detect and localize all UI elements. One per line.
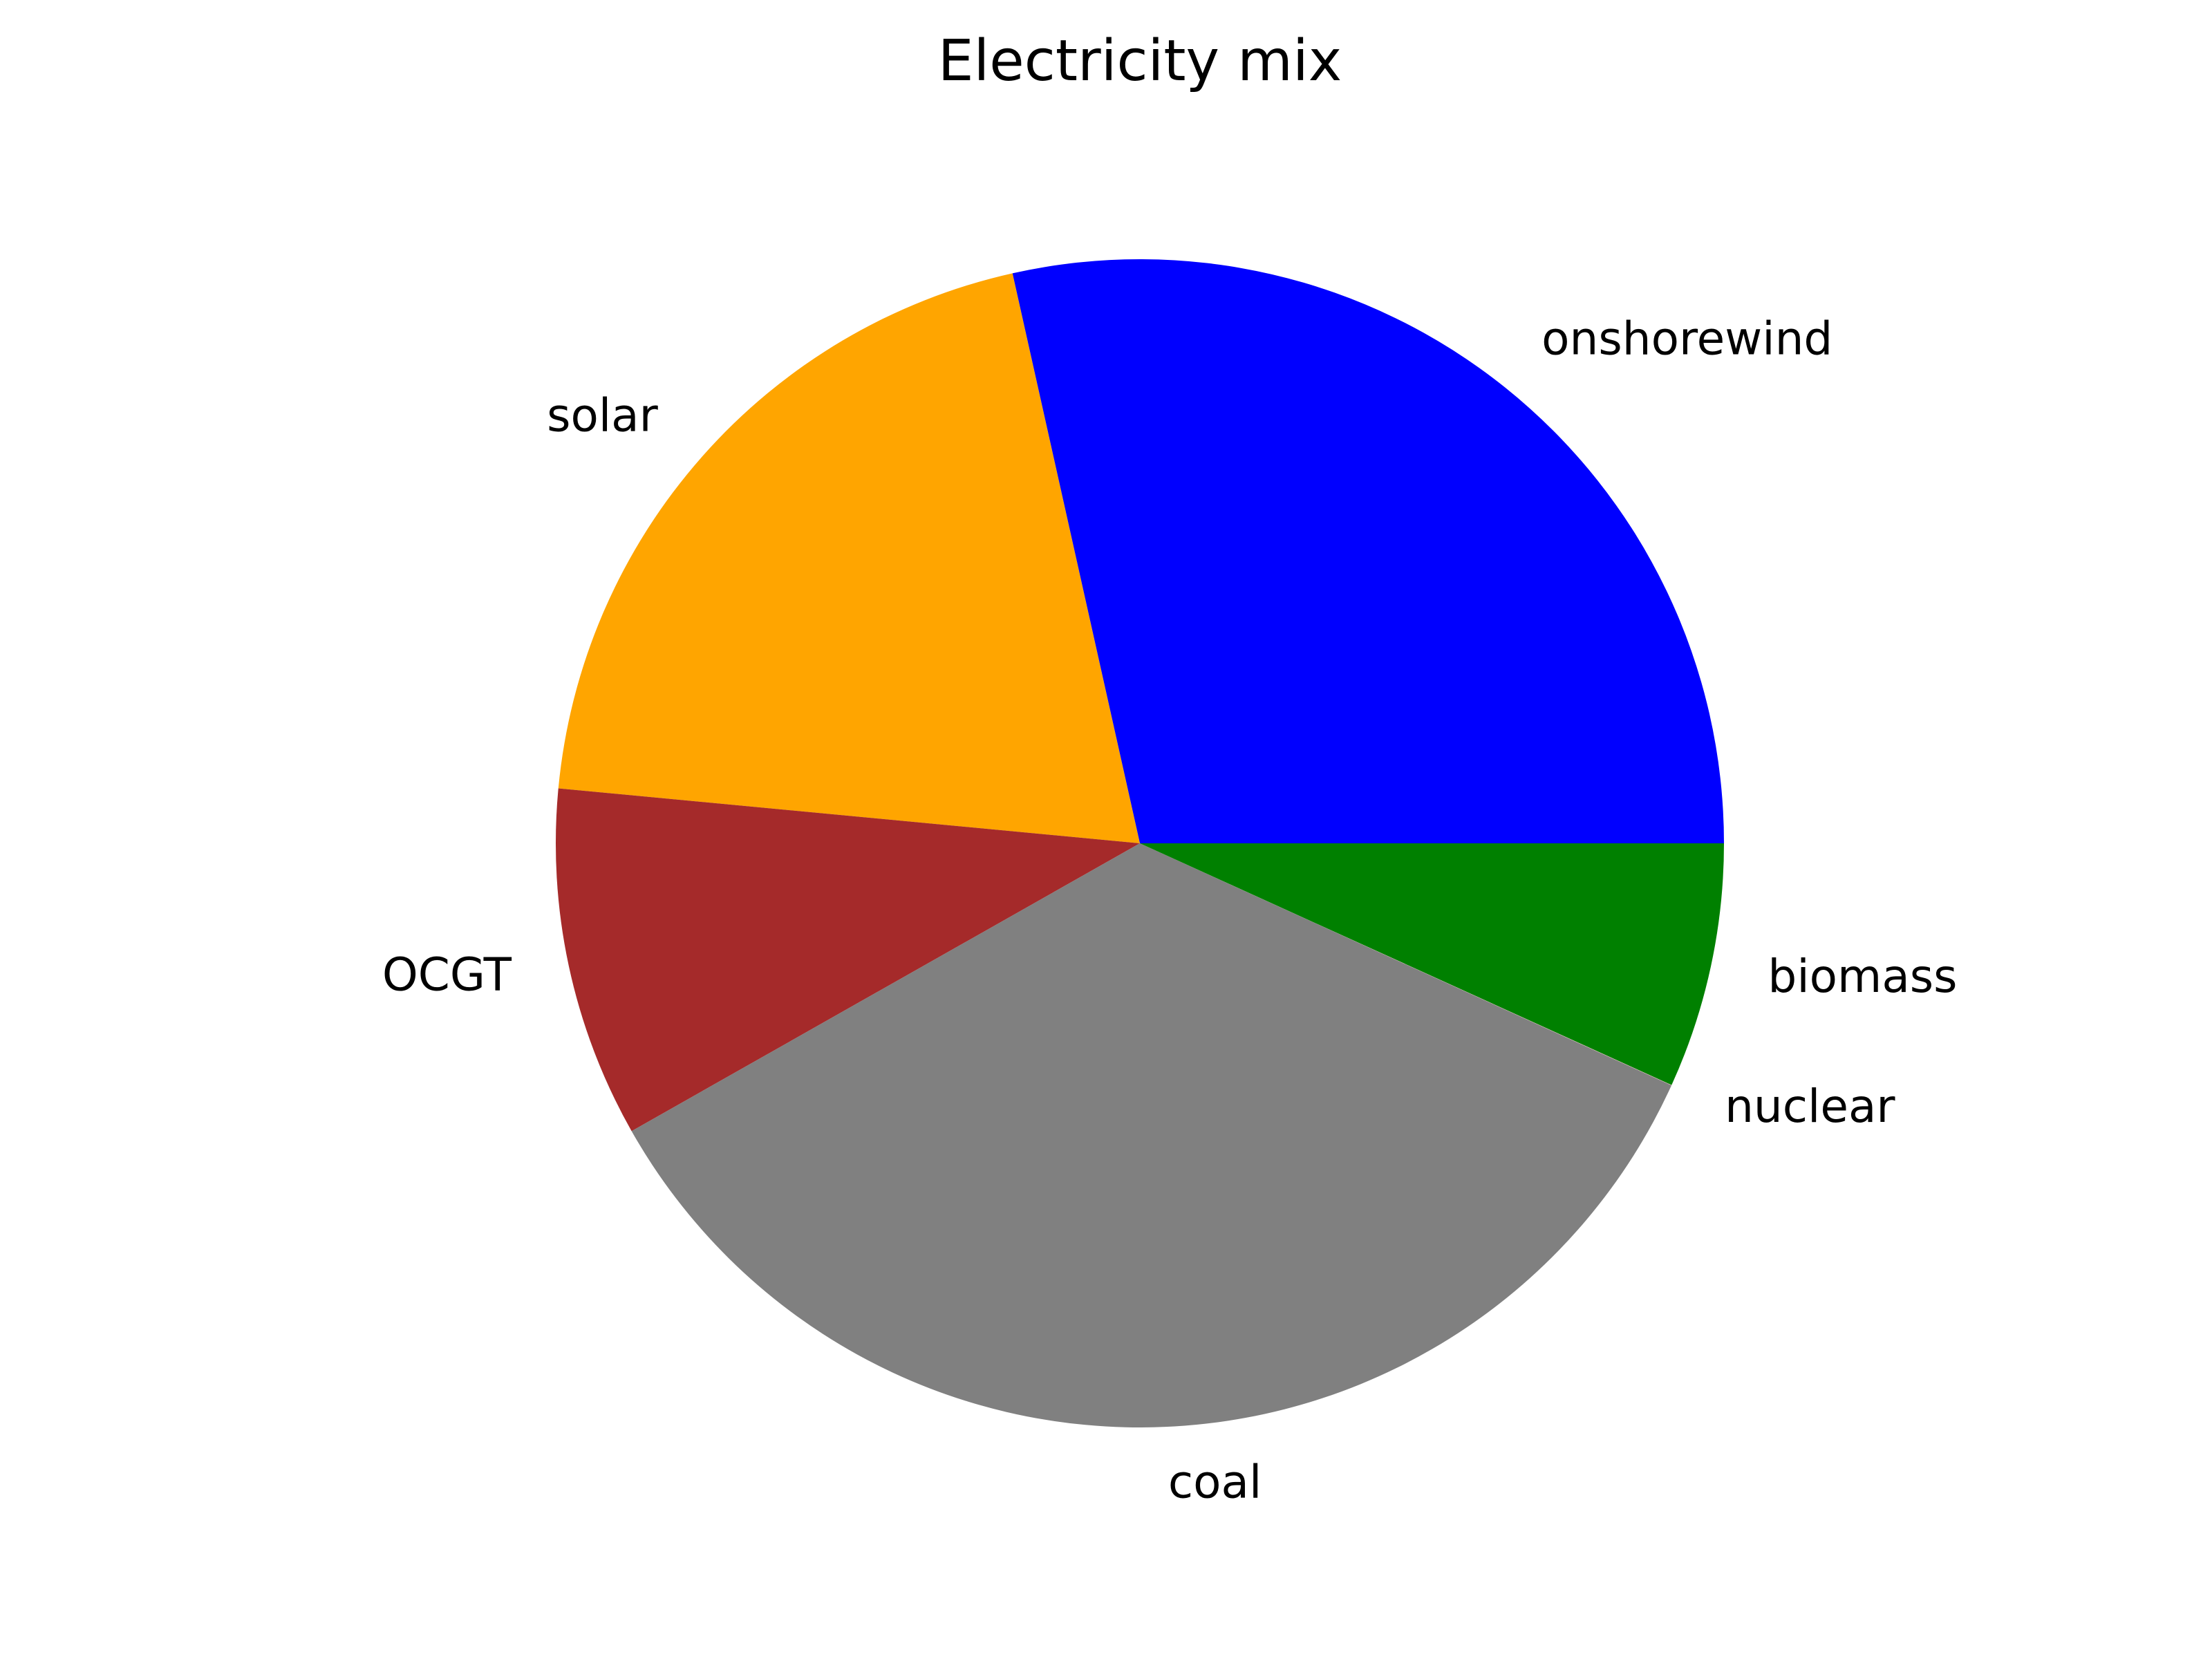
pie-slices bbox=[556, 259, 1724, 1427]
pie-label-nuclear: nuclear bbox=[1725, 1080, 1895, 1133]
pie-label-onshorewind: onshorewind bbox=[1541, 312, 1833, 366]
pie-slice-onshorewind bbox=[1012, 259, 1724, 843]
pie-label-solar: solar bbox=[547, 388, 659, 442]
pie-slice-ocgt bbox=[556, 788, 1140, 1132]
pie-label-coal: coal bbox=[1168, 1456, 1262, 1509]
chart-title: Electricity mix bbox=[938, 28, 1342, 94]
pie-slice-biomass bbox=[1140, 843, 1724, 1085]
pie-slice-solar bbox=[558, 273, 1140, 843]
pie-label-ocgt: OCGT bbox=[382, 948, 512, 1001]
pie-slice-nuclear bbox=[1140, 843, 1672, 1086]
pie-slice-coal bbox=[631, 843, 1672, 1427]
pie-labels: onshorewind solar OCGT coal nuclear biomass bbox=[382, 312, 1958, 1509]
pie-label-biomass: biomass bbox=[1768, 950, 1957, 1003]
